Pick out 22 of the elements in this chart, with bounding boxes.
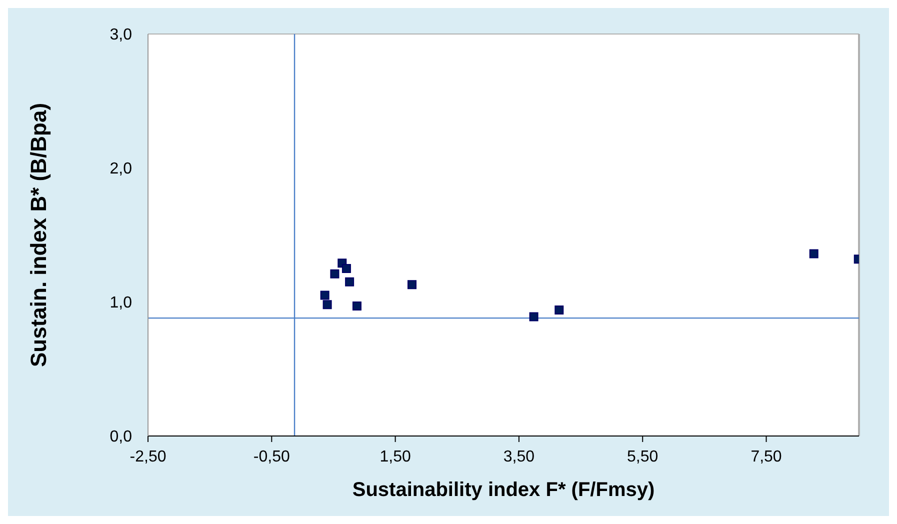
x-tick-label: 3,50 bbox=[503, 448, 535, 466]
point bbox=[342, 264, 351, 273]
point bbox=[407, 280, 416, 290]
x-tick-label: 5,50 bbox=[627, 448, 658, 466]
point bbox=[554, 306, 564, 315]
y-tick-label: 2,0 bbox=[110, 160, 132, 178]
point bbox=[320, 290, 330, 300]
point bbox=[345, 277, 354, 286]
y-tick-label: 1,0 bbox=[110, 294, 132, 312]
point bbox=[809, 249, 818, 258]
x-tick-label: -0,50 bbox=[253, 448, 290, 466]
point bbox=[352, 302, 362, 311]
point bbox=[330, 269, 340, 278]
point bbox=[322, 300, 332, 310]
x-tick-label: 7,50 bbox=[750, 448, 782, 466]
point bbox=[529, 312, 538, 322]
y-tick-label: 3,0 bbox=[110, 26, 132, 44]
y-axis-title: Sustain. index B* (B/Bpa) bbox=[26, 102, 51, 368]
x-axis-title: Sustainability index F* (F/Fmsy) bbox=[352, 479, 655, 501]
y-tick-label: 0,0 bbox=[110, 428, 132, 446]
x-tick-label: -2,50 bbox=[130, 448, 166, 466]
x-tick-label: 1,50 bbox=[380, 448, 411, 466]
